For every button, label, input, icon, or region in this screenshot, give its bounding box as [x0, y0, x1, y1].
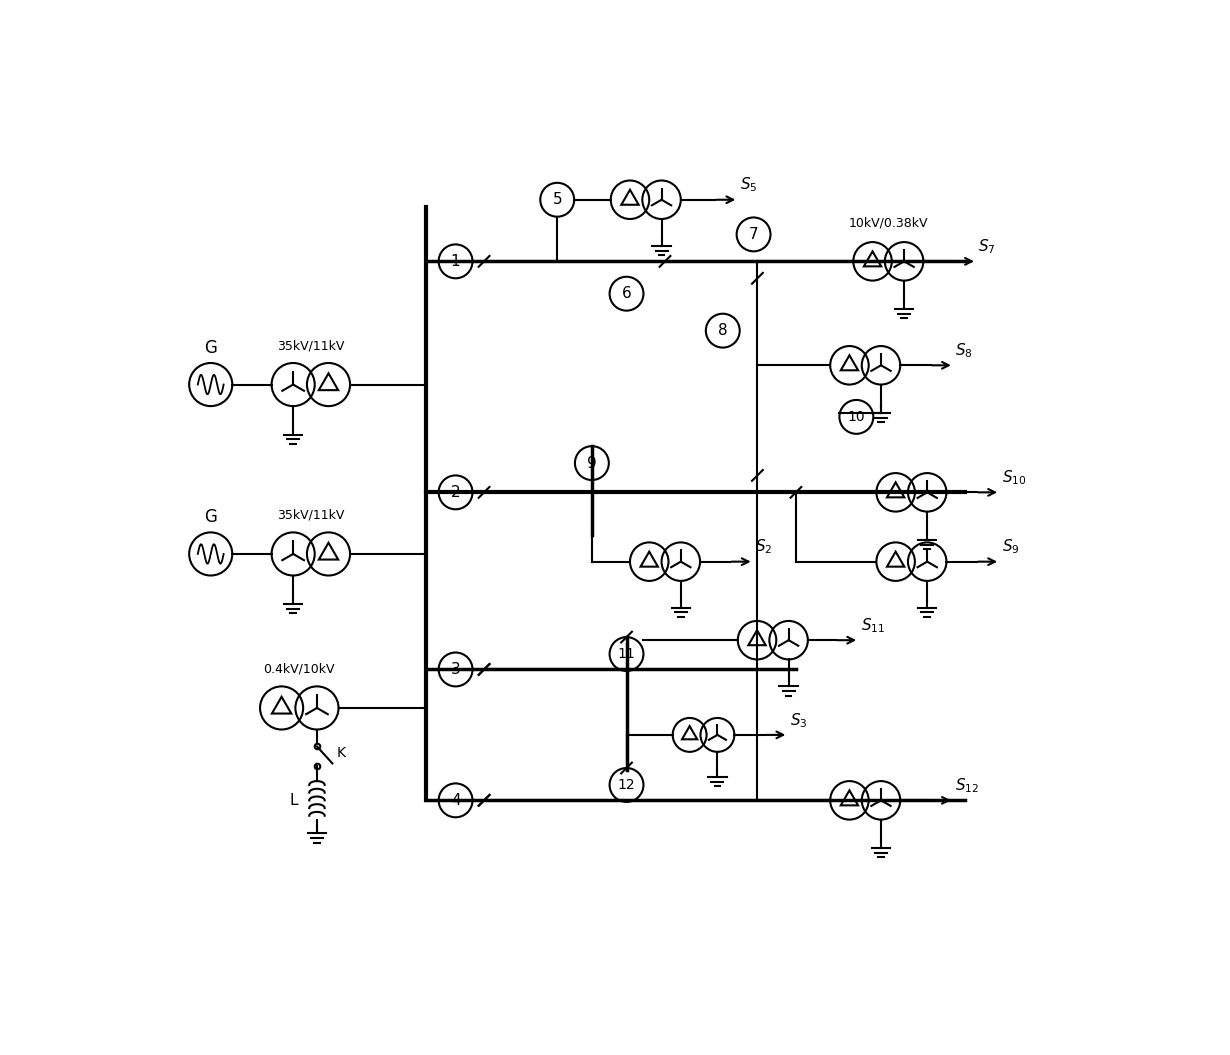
Text: $S_2$: $S_2$ — [755, 538, 772, 556]
Text: 35kV/11kV: 35kV/11kV — [277, 340, 344, 352]
Text: G: G — [204, 339, 218, 357]
Text: $S_9$: $S_9$ — [1001, 538, 1020, 556]
Text: $S_{10}$: $S_{10}$ — [1001, 468, 1026, 487]
Text: $S_8$: $S_8$ — [956, 341, 973, 360]
Text: $S_3$: $S_3$ — [790, 711, 807, 729]
Text: 9: 9 — [587, 456, 597, 471]
Text: $S_{12}$: $S_{12}$ — [956, 776, 979, 795]
Text: 12: 12 — [617, 778, 636, 792]
Text: 10kV/0.38kV: 10kV/0.38kV — [849, 216, 929, 229]
Text: $S_{11}$: $S_{11}$ — [861, 616, 884, 635]
Text: 35kV/11kV: 35kV/11kV — [277, 509, 344, 521]
Text: 4: 4 — [450, 793, 460, 808]
Text: K: K — [336, 746, 346, 761]
Text: 2: 2 — [450, 485, 460, 500]
Text: 1: 1 — [450, 254, 460, 269]
Text: 6: 6 — [621, 286, 631, 301]
Text: 0.4kV/10kV: 0.4kV/10kV — [263, 663, 335, 675]
Text: 11: 11 — [617, 647, 636, 661]
Text: G: G — [204, 509, 218, 526]
Text: L: L — [289, 793, 298, 808]
Text: 10: 10 — [847, 410, 865, 424]
Text: $S_5$: $S_5$ — [739, 176, 758, 194]
Text: 5: 5 — [552, 192, 562, 207]
Text: 7: 7 — [749, 227, 759, 242]
Text: $S_7$: $S_7$ — [978, 237, 996, 256]
Text: 8: 8 — [718, 323, 728, 339]
Text: 3: 3 — [450, 661, 460, 677]
